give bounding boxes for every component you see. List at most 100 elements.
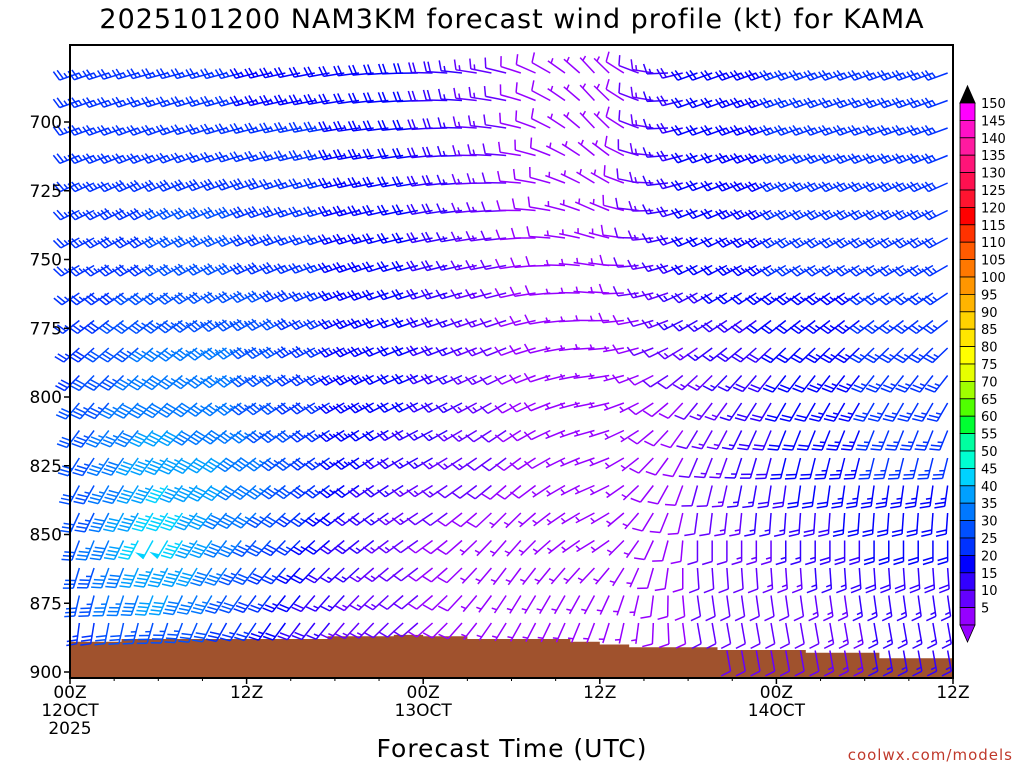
barb-feather — [86, 353, 97, 360]
barb-staff — [796, 485, 802, 507]
barb-staff — [328, 567, 345, 583]
barb-feather — [69, 384, 80, 392]
barb-half-feather — [471, 349, 477, 355]
terrain-layer — [70, 634, 953, 678]
barb-staff — [489, 484, 507, 500]
barb-feather — [753, 444, 765, 447]
barb-feather — [177, 179, 186, 189]
barb-feather — [161, 583, 173, 588]
barb-feather — [182, 572, 193, 577]
barb-half-feather — [343, 321, 348, 327]
barb-feather — [56, 209, 65, 219]
barb-half-feather — [107, 183, 113, 189]
barb-half-feather — [358, 404, 363, 410]
barb-feather — [411, 90, 417, 102]
wind-barb — [642, 118, 669, 130]
barb-half-feather — [63, 267, 69, 273]
barb-staff — [563, 58, 581, 74]
barb-feather — [53, 297, 63, 306]
barb-staff — [446, 567, 463, 584]
barb-feather — [247, 292, 256, 301]
wind-barb — [201, 457, 228, 473]
barb-feather — [91, 553, 102, 557]
wind-barb — [273, 289, 301, 303]
barb-feather — [122, 404, 133, 411]
barb-feather — [200, 69, 207, 79]
wind-barb — [158, 429, 183, 447]
wind-barb — [175, 540, 198, 559]
barb-staff — [665, 374, 684, 390]
barb-feather — [89, 321, 99, 330]
barb-feather — [200, 352, 210, 361]
wind-barb — [89, 540, 110, 561]
barb-feather — [222, 206, 230, 216]
wind-barb — [660, 430, 684, 449]
barb-feather — [853, 384, 864, 390]
barb-feather — [96, 126, 105, 136]
barb-feather — [181, 544, 193, 549]
barb-staff — [583, 595, 596, 615]
barb-feather — [57, 382, 68, 389]
barb-feather — [847, 533, 859, 537]
barb-staff — [429, 512, 448, 527]
barb-feather — [466, 492, 476, 500]
barb-feather — [218, 68, 226, 78]
barb-feather — [89, 350, 100, 358]
barb-feather — [289, 548, 300, 556]
barb-feather — [258, 293, 267, 303]
wind-barb — [438, 60, 463, 74]
barb-feather — [509, 491, 520, 499]
barb-staff — [89, 622, 95, 644]
barb-staff — [401, 594, 419, 610]
barb-feather — [151, 576, 162, 581]
barb-half-feather — [534, 578, 540, 582]
wind-barb — [862, 512, 875, 537]
barb-feather — [332, 178, 340, 189]
barb-staff — [531, 89, 551, 102]
barb-half-feather — [92, 100, 98, 106]
barb-feather — [90, 436, 102, 442]
wind-barb — [819, 540, 831, 566]
barb-half-feather — [755, 296, 761, 301]
wind-barb — [504, 540, 522, 557]
barb-feather — [192, 578, 203, 583]
barb-staff — [534, 539, 551, 556]
barb-feather — [75, 558, 87, 561]
barb-feather — [108, 489, 119, 494]
barb-feather — [468, 86, 472, 98]
wind-barb — [289, 484, 316, 499]
barb-half-feather — [97, 406, 104, 411]
barb-feather — [199, 181, 208, 191]
barb-feather — [861, 501, 872, 505]
barb-feather — [302, 292, 311, 302]
wind-barb — [563, 84, 581, 102]
barb-feather — [131, 527, 143, 532]
barb-feather — [266, 544, 277, 551]
barb-staff — [753, 319, 772, 334]
barb-feather — [130, 68, 138, 78]
barb-feather — [137, 606, 149, 609]
barb-staff — [342, 567, 360, 583]
barb-feather — [332, 291, 340, 301]
wind-barb — [155, 152, 183, 164]
barb-feather — [206, 577, 218, 583]
barb-feather — [126, 211, 135, 221]
barb-feather — [437, 145, 442, 157]
barb-feather — [319, 576, 330, 584]
barb-staff — [821, 430, 831, 451]
barb-staff — [711, 567, 715, 590]
barb-staff — [643, 540, 654, 560]
barb-staff — [86, 567, 95, 589]
barb-half-feather — [254, 71, 259, 77]
barb-feather — [203, 321, 213, 330]
barb-feather — [322, 544, 332, 552]
barb-half-feather — [799, 72, 804, 78]
barb-feather — [273, 406, 283, 415]
wind-barb — [205, 622, 228, 643]
barb-feather — [801, 505, 813, 509]
barb-feather — [676, 445, 687, 450]
barb-feather — [217, 523, 228, 530]
barb-staff — [779, 457, 787, 479]
wind-barb — [605, 484, 625, 499]
barb-half-feather — [130, 543, 137, 546]
